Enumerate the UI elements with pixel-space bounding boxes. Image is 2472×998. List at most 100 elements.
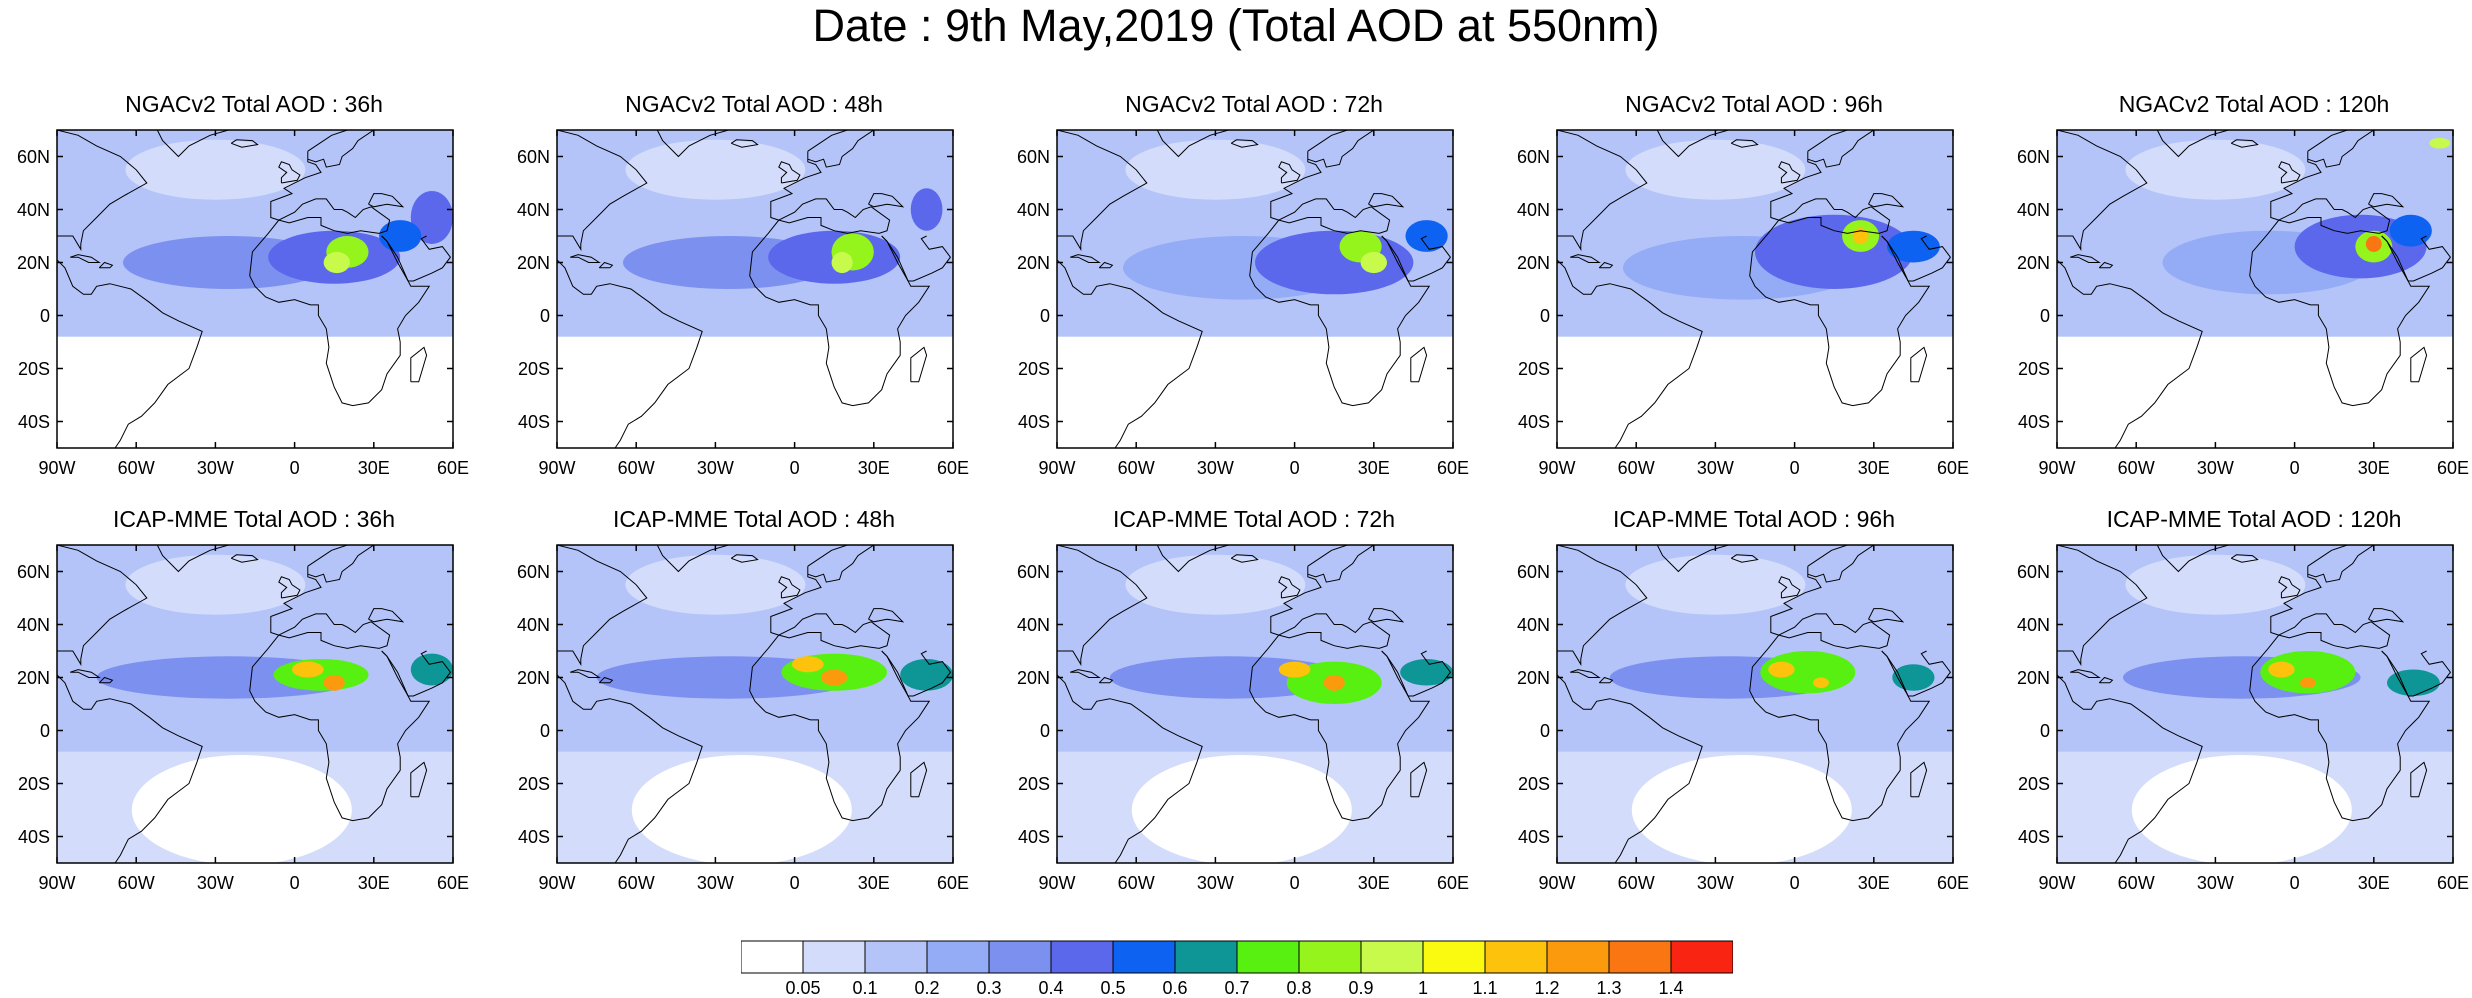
lat-label: 60N <box>16 146 50 167</box>
map-panel: ICAP-MME Total AOD : 48h 60N 40N 20N 0 20S 40S… <box>500 505 1000 915</box>
lon-label: 30E <box>1357 873 1390 893</box>
lat-label: 0 <box>39 720 50 741</box>
aod-plume <box>2365 236 2382 252</box>
aod-plume <box>1760 651 1856 694</box>
aod-low-region <box>631 755 852 863</box>
coastline <box>557 130 703 448</box>
lat-label: 40N <box>1516 614 1550 635</box>
aod-low-region <box>1625 554 1806 615</box>
coastline <box>778 198 891 234</box>
coastline <box>1749 566 1931 822</box>
coastline <box>2230 139 2259 148</box>
aod-low-region <box>2125 554 2306 615</box>
lon-label: 60E <box>436 458 470 478</box>
colorbar-label: 0.5 <box>1100 978 1126 998</box>
colorbar-swatch <box>864 940 928 974</box>
coastline <box>868 608 905 623</box>
lon-label: 90W <box>38 873 76 893</box>
coastline <box>1557 130 1703 448</box>
lon-label: 90W <box>38 458 76 478</box>
map-panel: ICAP-MME Total AOD : 96h 60N 40N 20N 0 20S 40S… <box>1500 505 2000 915</box>
map-frame <box>56 544 454 864</box>
lat-label: 20N <box>16 667 50 688</box>
lon-label: 60W <box>1617 458 1655 478</box>
aod-map <box>2056 129 2454 449</box>
aod-plume <box>831 251 853 274</box>
lat-label: 40N <box>1016 199 1050 220</box>
coastline <box>410 346 428 383</box>
coastline <box>2307 545 2375 583</box>
lon-label: 60W <box>117 873 155 893</box>
lat-label: 40N <box>516 199 550 220</box>
lon-label: 60W <box>2117 873 2155 893</box>
lon-label: 0 <box>1789 458 1800 478</box>
lon-label: 0 <box>1289 873 1300 893</box>
lat-label: 20S <box>1517 358 1550 379</box>
colorbar-label: 0.7 <box>1224 978 1250 998</box>
coastline <box>278 613 391 649</box>
coastline <box>2249 151 2431 407</box>
aod-map <box>56 544 454 864</box>
coastline <box>910 346 928 383</box>
panel-title: NGACv2 Total AOD : 120h <box>2118 91 2390 117</box>
coastline <box>2156 545 2229 573</box>
coastline <box>1156 130 1229 158</box>
coastline <box>2410 346 2428 383</box>
map-panel: NGACv2 Total AOD : 36h 60N 40N 20N 0 20S 40S 90… <box>0 90 500 500</box>
coastline <box>2278 198 2391 234</box>
lon-label: 30W <box>2196 458 2234 478</box>
map-frame <box>2056 544 2454 864</box>
aod-low-region <box>125 554 306 615</box>
coastline <box>368 193 405 208</box>
lon-label: 30W <box>1196 873 1234 893</box>
lat-label: 0 <box>1539 305 1550 326</box>
aod-low-region <box>631 340 852 448</box>
lat-label: 20S <box>17 773 50 794</box>
coastline <box>1570 254 1601 263</box>
lon-label: 60W <box>617 873 655 893</box>
aod-plume <box>291 661 324 678</box>
lat-label: 20S <box>2017 773 2050 794</box>
coastline <box>1778 198 1891 234</box>
lat-label: 20S <box>517 358 550 379</box>
coastline <box>70 669 101 678</box>
lon-label: 60E <box>1436 458 1470 478</box>
lat-label: 40N <box>516 614 550 635</box>
lat-label: 20N <box>1016 667 1050 688</box>
lon-label: 0 <box>2289 458 2300 478</box>
lon-label: 90W <box>538 873 576 893</box>
lon-label: 30E <box>1857 873 1890 893</box>
coastline <box>307 130 375 168</box>
aod-low-region <box>1631 340 1852 448</box>
coastline <box>1778 613 1891 649</box>
coastline <box>410 761 428 798</box>
coastline <box>1278 613 1391 649</box>
lat-label: 20N <box>2016 252 2050 273</box>
aod-low-region <box>1631 755 1852 863</box>
coastline <box>1230 554 1259 563</box>
coastline <box>2249 566 2431 822</box>
coastline <box>1249 566 1431 822</box>
lon-label: 90W <box>2038 458 2076 478</box>
coastline <box>1307 545 1375 583</box>
colorbar-label: 0.9 <box>1348 978 1374 998</box>
aod-plume <box>1852 228 1869 244</box>
map-panel: NGACv2 Total AOD : 72h 60N 40N 20N 0 20S 40S 90… <box>1000 90 1500 500</box>
aod-plume <box>900 658 953 691</box>
colorbar-swatch <box>1670 940 1733 974</box>
lat-label: 40S <box>517 826 550 847</box>
coastline <box>2410 761 2428 798</box>
lat-label: 20N <box>16 252 50 273</box>
lat-label: 20N <box>516 252 550 273</box>
coastline <box>1778 576 1801 599</box>
aod-plume <box>1768 661 1795 678</box>
map-frame <box>1556 544 1954 864</box>
lat-label: 40S <box>517 411 550 432</box>
coastline <box>2057 130 2203 448</box>
coastline <box>278 161 301 184</box>
coastline <box>2098 676 2114 684</box>
coastline <box>1156 545 1229 573</box>
aod-low-region <box>125 139 306 200</box>
coastline <box>70 254 101 263</box>
lat-label: 60N <box>2016 561 2050 582</box>
